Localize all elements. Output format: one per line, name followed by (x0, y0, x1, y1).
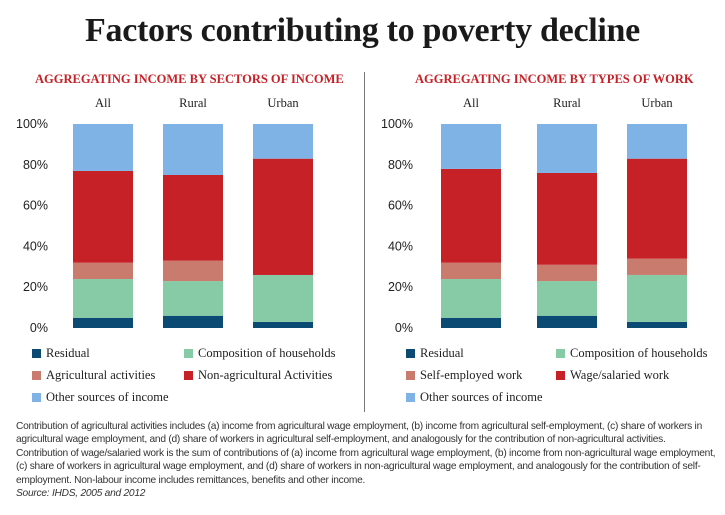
category-label: Rural (179, 96, 207, 110)
bar-segment-residual (163, 315, 223, 328)
bar-segment-composition-of-households (537, 281, 597, 316)
bar-segment-agricultural-activities (163, 260, 223, 282)
legend-swatch (32, 393, 41, 402)
bar-segment-wage-salaried-work (627, 158, 687, 259)
bar-segment-wage-salaried-work (441, 168, 501, 263)
chart-subtitle: AGGREGATING INCOME BY TYPES OF WORK (415, 72, 694, 86)
legend-label: Composition of households (570, 346, 708, 360)
y-tick-label: 40% (23, 239, 48, 253)
y-tick-label: 60% (388, 199, 413, 213)
y-tick-label: 20% (388, 280, 413, 294)
legend-item-other-sources-of-income: Other sources of income (406, 390, 543, 405)
y-tick-label: 100% (16, 117, 48, 131)
y-tick-label: 60% (23, 199, 48, 213)
legend-item-wage-salaried-work: Wage/salaried work (556, 368, 669, 383)
bar-segment-other-sources-of-income (537, 124, 597, 173)
legend-label: Other sources of income (420, 390, 543, 404)
legend-item-non-agricultural-activities: Non-agricultural Activities (184, 368, 332, 383)
legend-swatch (32, 371, 41, 380)
bar-segment-composition-of-households (73, 279, 133, 318)
chart-subtitle: AGGREGATING INCOME BY SECTORS OF INCOME (35, 72, 344, 86)
bar-segment-non-agricultural-activities (253, 158, 313, 275)
category-label: Urban (641, 96, 673, 110)
bar-segment-agricultural-activities (73, 262, 133, 280)
legend-item-agricultural-activities: Agricultural activities (32, 368, 155, 383)
footnote-text: Contribution of agricultural activities … (16, 421, 716, 486)
legend-swatch (556, 349, 565, 358)
bar-segment-composition-of-households (163, 281, 223, 316)
legend-label: Non-agricultural Activities (198, 368, 333, 382)
bar-segment-composition-of-households (441, 279, 501, 318)
bar-segment-composition-of-households (627, 274, 687, 322)
legend-swatch (406, 371, 415, 380)
y-tick-label: 0% (30, 321, 48, 335)
y-tick-label: 0% (395, 321, 413, 335)
bar-segment-other-sources-of-income (627, 124, 687, 159)
bar-segment-non-agricultural-activities (73, 170, 133, 263)
category-label: Rural (553, 96, 581, 110)
category-label: Urban (267, 96, 299, 110)
bar-segment-self-employed-work (627, 258, 687, 275)
bar-segment-self-employed-work (537, 264, 597, 282)
bar-segment-other-sources-of-income (441, 124, 501, 169)
bar-segment-residual (253, 321, 313, 328)
bar-segment-other-sources-of-income (73, 124, 133, 171)
legend-swatch (556, 371, 565, 380)
legend-label: Wage/salaried work (570, 368, 670, 382)
category-label: All (463, 96, 480, 110)
bar-segment-wage-salaried-work (537, 172, 597, 265)
chart-sectors-of-income: AGGREGATING INCOME BY SECTORS OF INCOME 0… (16, 72, 344, 335)
legend-item-composition-of-households: Composition of households (184, 346, 336, 361)
footnote: Contribution of agricultural activities … (16, 420, 716, 500)
bar-segment-self-employed-work (441, 262, 501, 280)
legend-item-residual: Residual (32, 346, 90, 361)
bar-segment-residual (627, 321, 687, 328)
bar-segment-other-sources-of-income (163, 124, 223, 175)
category-label: All (95, 96, 112, 110)
chart-types-of-work: AGGREGATING INCOME BY TYPES OF WORK 0% 20%… (381, 72, 694, 335)
legend-swatch (184, 371, 193, 380)
legend-swatch (32, 349, 41, 358)
bar-segment-residual (537, 315, 597, 328)
legend-label: Residual (420, 346, 464, 360)
legend-item-self-employed-work: Self-employed work (406, 368, 522, 383)
legend-label: Self-employed work (420, 368, 523, 382)
legend-item-residual: Residual (406, 346, 464, 361)
bar-segment-composition-of-households (253, 274, 313, 322)
y-tick-label: 20% (23, 280, 48, 294)
y-tick-label: 40% (388, 239, 413, 253)
y-tick-label: 80% (388, 158, 413, 172)
bar-segment-non-agricultural-activities (163, 175, 223, 261)
panel-divider (364, 72, 365, 412)
bar-segment-residual (441, 317, 501, 328)
y-tick-label: 80% (23, 158, 48, 172)
legend-label: Agricultural activities (46, 368, 156, 382)
legend-label: Residual (46, 346, 90, 360)
legend-label: Other sources of income (46, 390, 169, 404)
legend-swatch (406, 393, 415, 402)
source-note: Source: IHDS, 2005 and 2012 (16, 488, 146, 500)
y-tick-label: 100% (381, 117, 413, 131)
legend-item-other-sources-of-income: Other sources of income (32, 390, 169, 405)
bar-segment-other-sources-of-income (253, 124, 313, 159)
legend-item-composition-of-households: Composition of households (556, 346, 708, 361)
bar-segment-residual (73, 317, 133, 328)
legend-swatch (184, 349, 193, 358)
legend-label: Composition of households (198, 346, 336, 360)
chart-title: Factors contributing to poverty decline (85, 12, 640, 49)
legend-swatch (406, 349, 415, 358)
